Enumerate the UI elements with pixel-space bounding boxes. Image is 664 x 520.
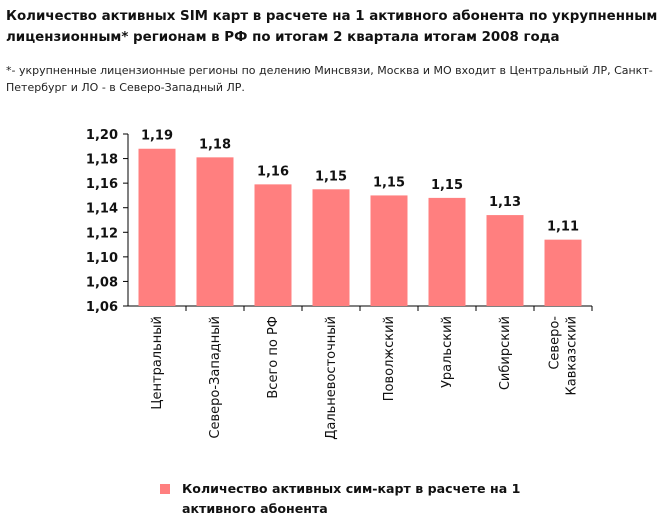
legend-swatch <box>160 484 170 494</box>
x-category-label: Дальневосточный <box>324 316 339 440</box>
bar <box>486 215 524 306</box>
bar <box>428 197 466 306</box>
y-tick-label: 1,18 <box>86 153 118 168</box>
x-category-label: Всего по РФ <box>266 316 281 399</box>
y-tick-label: 1,06 <box>86 300 118 315</box>
bar <box>312 189 350 306</box>
bar <box>254 184 292 306</box>
bar-value-label: 1,11 <box>547 220 579 235</box>
x-category-label: Уральский <box>440 316 455 388</box>
y-tick-label: 1,10 <box>86 251 118 266</box>
chart-title: Количество активных SIM карт в расчете н… <box>6 9 658 45</box>
y-tick-label: 1,12 <box>86 226 118 241</box>
bar <box>196 157 234 306</box>
chart-footnote: *- укрупненные лицензионные регионы по д… <box>6 64 653 94</box>
bar <box>370 195 408 306</box>
bar <box>138 148 176 306</box>
x-category-label: Северо-Западный <box>208 316 223 439</box>
bar-chart: 1,06 1,08 1,10 1,12 1,14 1,16 1,18 1,20 1,19 Цент… <box>86 128 593 440</box>
x-category-label: Сибирский <box>498 316 513 390</box>
legend-label: Количество активных сим-карт в расчете н… <box>182 481 521 516</box>
x-category-label: Центральный <box>150 316 165 410</box>
bar-value-label: 1,15 <box>373 175 405 190</box>
y-tick-label: 1,08 <box>86 275 118 290</box>
y-tick-label: 1,16 <box>86 177 118 192</box>
bar-value-label: 1,15 <box>431 178 463 193</box>
y-tick-label: 1,20 <box>86 128 118 143</box>
bar <box>544 239 582 306</box>
bar-value-label: 1,13 <box>489 195 521 210</box>
bar-value-label: 1,15 <box>315 169 347 184</box>
x-category-label: Поволжский <box>382 316 397 401</box>
x-category-label: Северо- Кавказский <box>548 316 580 396</box>
bar-value-label: 1,16 <box>257 164 289 179</box>
bar-value-label: 1,19 <box>141 129 173 144</box>
bar-value-label: 1,18 <box>199 137 231 152</box>
y-tick-label: 1,14 <box>86 202 118 217</box>
